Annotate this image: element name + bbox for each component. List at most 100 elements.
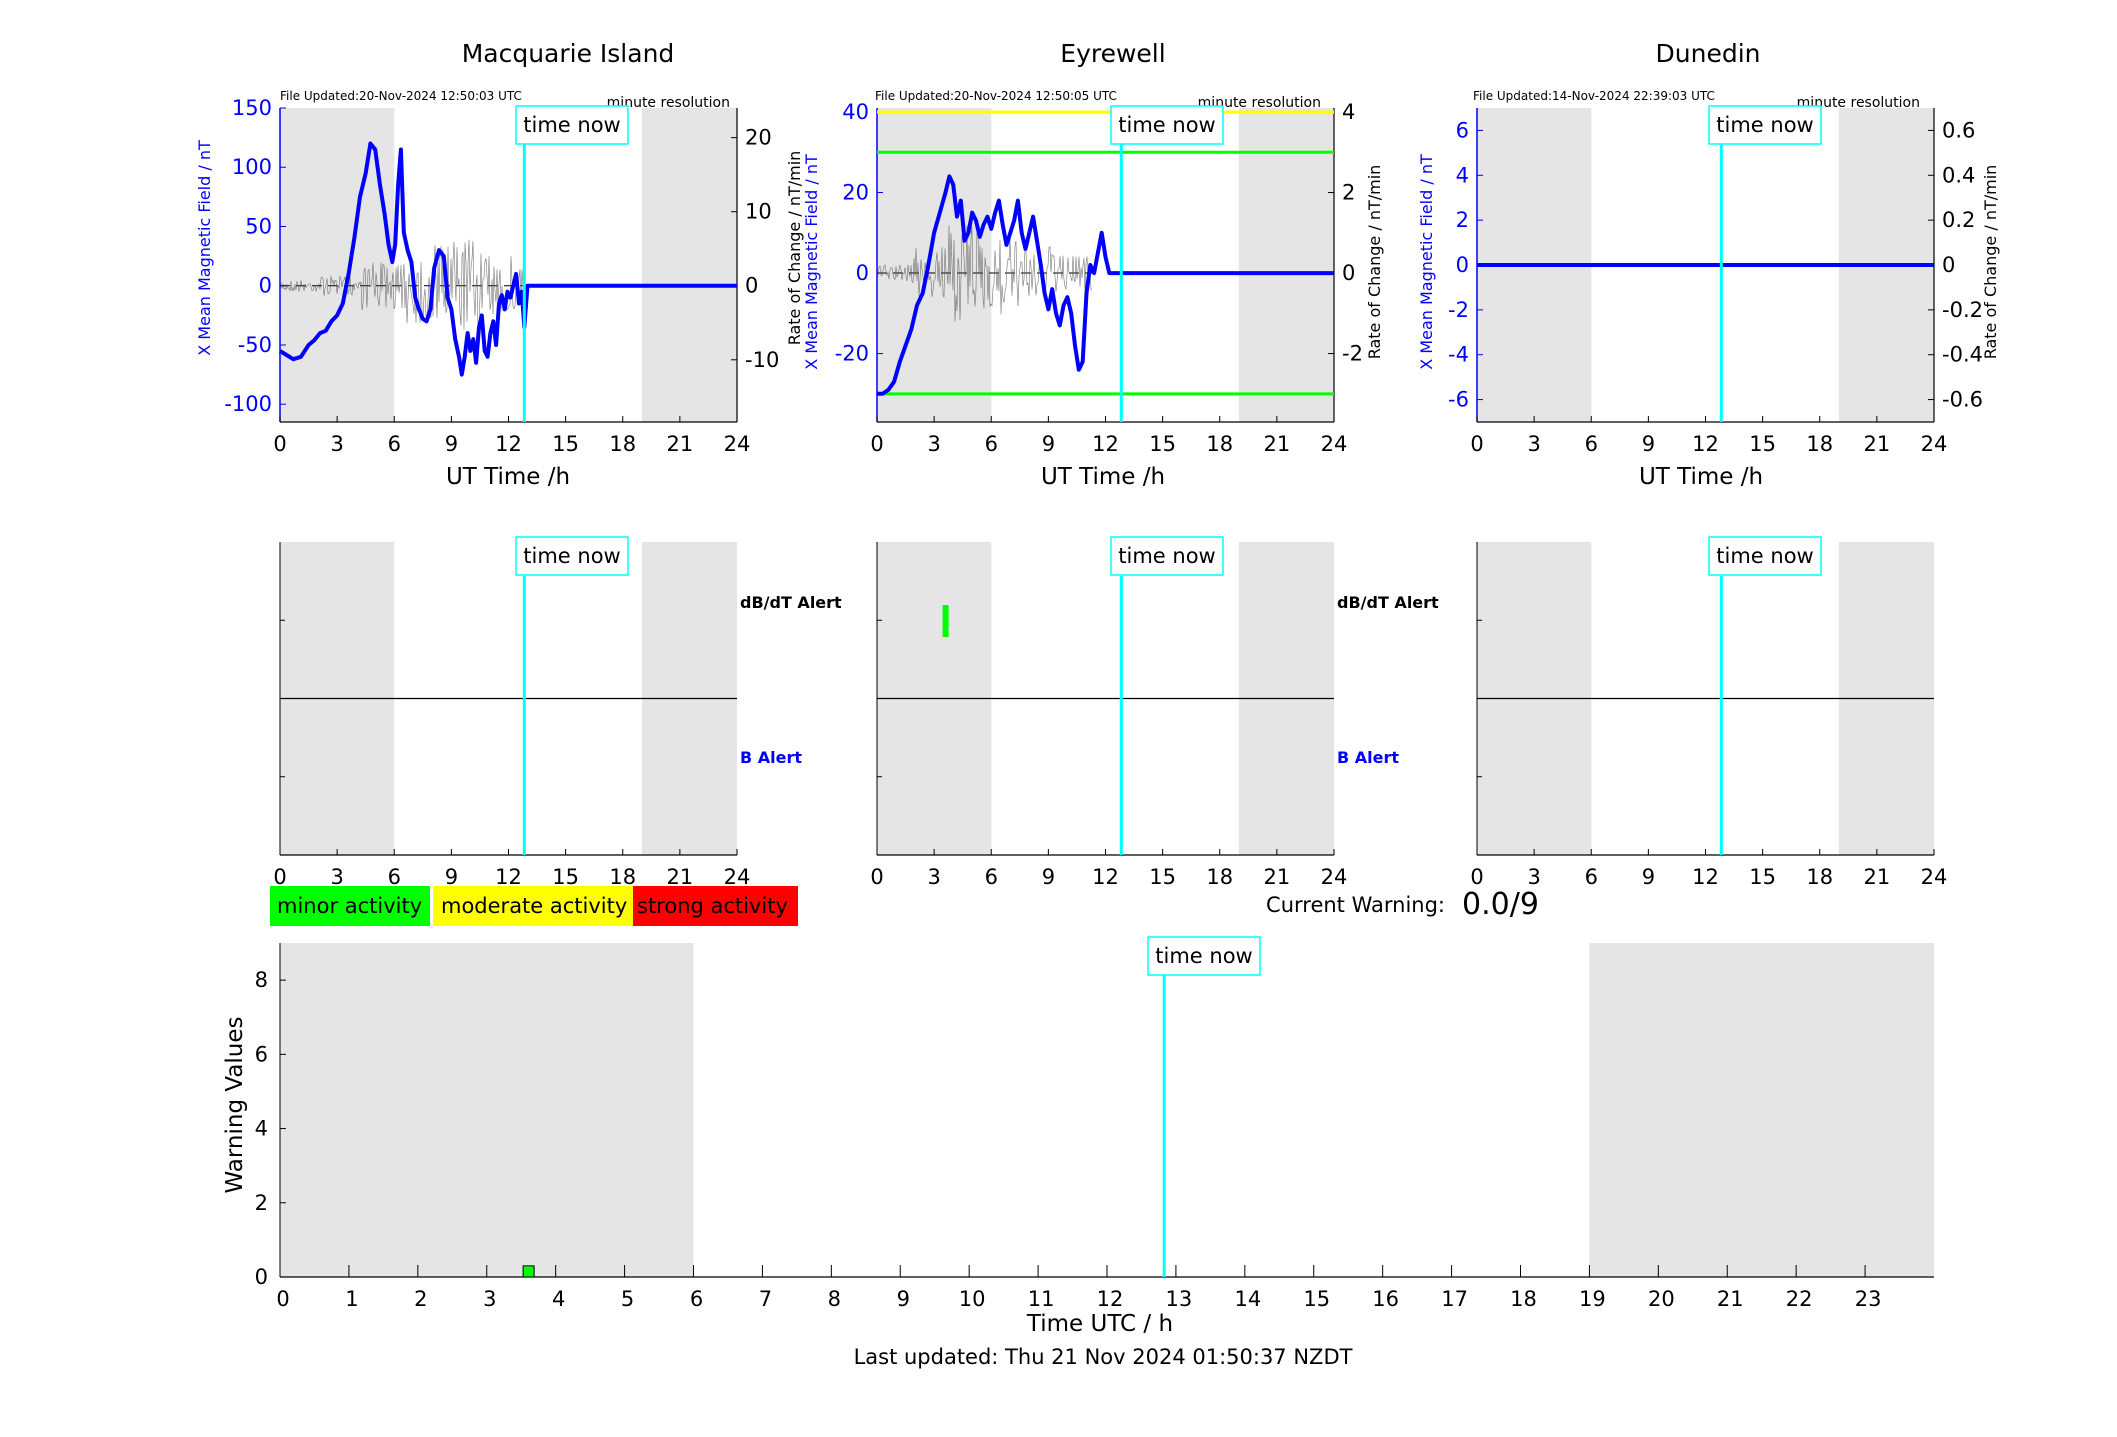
x-tick-label: 6	[388, 432, 401, 456]
time-now-tag: time now	[1110, 105, 1224, 145]
file-updated-text: File Updated:20-Nov-2024 12:50:05 UTC	[875, 89, 1117, 103]
x-axis-label: UT Time /h	[1639, 464, 1763, 490]
y-axis-left-label: X Mean Magnetic Field / nT	[802, 154, 821, 370]
y-tick-label-left: 150	[232, 96, 272, 120]
time-now-tag: time now	[515, 536, 629, 576]
rate-of-change-line	[279, 239, 525, 332]
x-tick-label: 3	[1527, 865, 1540, 889]
time-now-label: time now	[1716, 113, 1813, 137]
x-tick-label: 24	[1321, 865, 1348, 889]
resolution-text: minute resolution	[607, 95, 730, 111]
x-tick-label: 11	[1028, 1287, 1055, 1311]
y-tick-label-right: -10	[745, 348, 779, 372]
night-shading	[641, 108, 737, 422]
file-updated-text: File Updated:14-Nov-2024 22:39:03 UTC	[1473, 89, 1715, 103]
x-tick-label: 18	[609, 865, 636, 889]
y-tick-label: 8	[255, 968, 268, 992]
x-tick-label: 12	[1692, 865, 1719, 889]
x-tick-label: 24	[724, 865, 751, 889]
x-tick-label: 14	[1234, 1287, 1261, 1311]
y-tick-label-left: -6	[1448, 388, 1469, 412]
x-tick-label: 18	[1510, 1287, 1537, 1311]
x-tick-label: 6	[690, 1287, 703, 1311]
x-tick-label: 5	[621, 1287, 634, 1311]
y-tick-label-right: 0	[1342, 261, 1355, 285]
time-now-label: time now	[1155, 944, 1252, 968]
x-tick-label: 8	[828, 1287, 841, 1311]
x-tick-label: 15	[552, 432, 579, 456]
file-updated-text: File Updated:20-Nov-2024 12:50:03 UTC	[280, 89, 522, 103]
y-tick-label-right: -0.6	[1942, 388, 1983, 412]
x-tick-label: 3	[927, 865, 940, 889]
night-shading	[280, 943, 694, 1277]
x-tick-label: 9	[445, 432, 458, 456]
y-axis-right-label: Rate of Change / nT/min	[1981, 165, 2000, 360]
x-tick-label: 9	[445, 865, 458, 889]
x-tick-label: 24	[1921, 432, 1948, 456]
x-tick-label: 6	[1585, 865, 1598, 889]
current-warning-value: 0.0/9	[1462, 887, 1539, 922]
y-tick-label-left: 6	[1456, 118, 1469, 142]
y-tick-label-right: -2	[1342, 342, 1363, 366]
x-tick-label: 6	[985, 432, 998, 456]
y-axis-left-label: X Mean Magnetic Field / nT	[195, 140, 214, 356]
x-tick-label: 12	[1692, 432, 1719, 456]
time-now-label: time now	[523, 113, 620, 137]
y-tick-label-left: -20	[835, 342, 869, 366]
field-plot-area: 0 3 6 9 12 15 18 21 24 6 4 2 0 -2 -4 -6 0.6 0.4 0.2 0 -0.2 -0…	[1448, 108, 1983, 456]
x-tick-label: 18	[1206, 865, 1233, 889]
x-tick-label: 0	[870, 432, 883, 456]
alert-panel-eyrewell: 0 3 6 9 12 15 18 21 24 time now dB/dT Alert B Al…	[870, 536, 1439, 889]
rate-of-change-line	[876, 224, 1093, 322]
legend-label-strong: strong activity	[637, 894, 788, 918]
y-tick-label-right: 10	[745, 200, 772, 224]
y-tick-label-left: -4	[1448, 343, 1469, 367]
magnetic-field-line	[278, 141, 737, 377]
field-panel-eyrewell: Eyrewell File Updated:20-Nov-2024 12:50:…	[802, 39, 1384, 490]
y-tick-label-right: -0.2	[1942, 298, 1983, 322]
time-now-tag: time now	[515, 105, 629, 145]
x-tick-label: 15	[1149, 432, 1176, 456]
x-tick-label: 15	[1749, 432, 1776, 456]
resolution-text: minute resolution	[1198, 95, 1321, 111]
x-tick-label: 12	[495, 865, 522, 889]
y-tick-label-left: 20	[842, 181, 869, 205]
x-tick-label: 0	[273, 432, 286, 456]
alert-plot-area: 0 3 6 9 12 15 18 21 24	[870, 542, 1347, 889]
field-panel-macquarie: Macquarie Island File Updated:20-Nov-202…	[195, 39, 804, 490]
warning-plot-area: 0 1 2 3 4 5 6 7 8 9 10 11 12 13 14 15 16 17 18 19 20 21 22 2386…	[255, 943, 1934, 1311]
x-tick-label: 9	[1042, 432, 1055, 456]
x-tick-label: 21	[1717, 1287, 1744, 1311]
x-tick-label: 0	[1470, 865, 1483, 889]
x-tick-label: 21	[667, 432, 694, 456]
x-tick-label: 3	[1527, 432, 1540, 456]
alert-panel-dunedin: 0 3 6 9 12 15 18 21 24 time now	[1470, 536, 1947, 889]
x-tick-label: 18	[1206, 432, 1233, 456]
x-tick-label: 12	[1097, 1287, 1124, 1311]
x-tick-label: 9	[1642, 432, 1655, 456]
y-tick-label-right: 0.4	[1942, 163, 1975, 187]
x-tick-label: 0	[273, 865, 286, 889]
y-tick-label-left: 0	[1456, 253, 1469, 277]
y-tick-label-left: 40	[842, 100, 869, 124]
y-tick-label-left: 4	[1456, 163, 1469, 187]
y-tick-label: 4	[255, 1117, 268, 1141]
magnetic-field-line	[877, 174, 1334, 396]
x-tick-label: 0	[276, 1287, 289, 1311]
y-tick-label-left: -50	[238, 333, 272, 357]
time-now-tag: time now	[1708, 105, 1822, 145]
x-tick-label: 2	[414, 1287, 427, 1311]
x-tick-label: 6	[1585, 432, 1598, 456]
activity-legend: minor activity moderate activity strong …	[270, 886, 798, 926]
x-tick-label: 21	[667, 865, 694, 889]
alert-plot-area: 0 3 6 9 12 15 18 21 24	[1470, 542, 1947, 889]
x-tick-label: 12	[495, 432, 522, 456]
y-tick-label-right: 0.6	[1942, 118, 1975, 142]
resolution-text: minute resolution	[1797, 95, 1920, 111]
panel-title: Eyrewell	[1060, 39, 1165, 68]
time-now-tag: time now	[1110, 536, 1224, 576]
y-tick-label: 6	[255, 1042, 268, 1066]
x-tick-label: 3	[330, 865, 343, 889]
time-now-label: time now	[1716, 544, 1813, 568]
x-tick-label: 12	[1092, 432, 1119, 456]
